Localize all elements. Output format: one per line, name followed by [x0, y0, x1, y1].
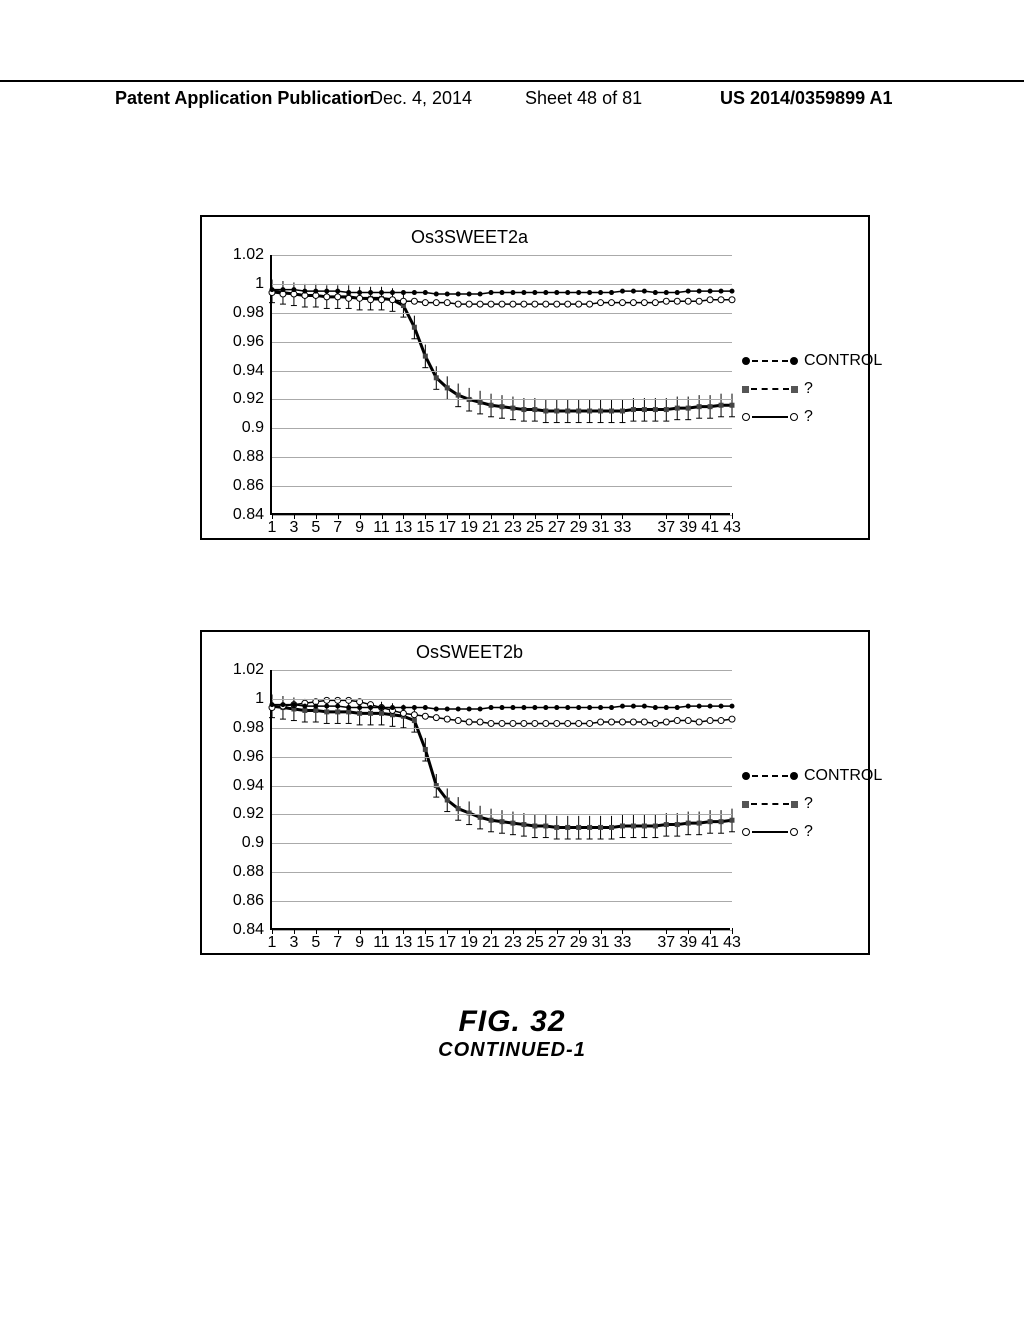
figure-number: FIG. 32 — [0, 1005, 1024, 1039]
legend-item: CONTROL — [742, 762, 882, 790]
header-pub-num: US 2014/0359899 A1 — [720, 88, 892, 109]
y-tick-label: 0.98 — [220, 719, 264, 737]
x-tick-label: 5 — [311, 934, 320, 952]
y-tick-label: 0.84 — [220, 921, 264, 939]
chart-panel: Os3SWEET2a 0.840.860.880.90.920.940.960.… — [200, 215, 870, 540]
legend-label: CONTROL — [804, 352, 882, 370]
x-tick-label: 17 — [438, 934, 456, 952]
legend-item: CONTROL — [742, 347, 882, 375]
legend-label: ? — [804, 408, 813, 426]
y-tick-label: 1.02 — [220, 246, 264, 264]
y-tick-label: 1 — [220, 690, 264, 708]
x-tick-label: 37 — [657, 519, 675, 537]
chart-title: OsSWEET2b — [202, 642, 737, 663]
x-tick-label: 39 — [679, 519, 697, 537]
header-sheet: Sheet 48 of 81 — [525, 88, 642, 109]
x-tick-label: 19 — [460, 934, 478, 952]
y-tick-label: 0.84 — [220, 506, 264, 524]
y-tick-label: 0.98 — [220, 304, 264, 322]
x-tick-label: 7 — [333, 519, 342, 537]
header-pub-type: Patent Application Publication — [115, 88, 374, 109]
x-tick-label: 41 — [701, 934, 719, 952]
x-tick-label: 7 — [333, 934, 342, 952]
y-tick-label: 1.02 — [220, 661, 264, 679]
x-tick-label: 43 — [723, 934, 741, 952]
y-tick-label: 0.96 — [220, 748, 264, 766]
x-tick-label: 27 — [548, 519, 566, 537]
y-tick-label: 0.94 — [220, 777, 264, 795]
x-tick-label: 39 — [679, 934, 697, 952]
y-tick-label: 0.9 — [220, 834, 264, 852]
chart-panel: OsSWEET2b 0.840.860.880.90.920.940.960.9… — [200, 630, 870, 955]
legend-label: ? — [804, 380, 813, 398]
x-tick-label: 9 — [355, 519, 364, 537]
x-tick-label: 9 — [355, 934, 364, 952]
page-header: Patent Application Publication Dec. 4, 2… — [0, 80, 1024, 88]
x-tick-label: 31 — [592, 934, 610, 952]
legend-label: ? — [804, 823, 813, 841]
y-tick-label: 0.86 — [220, 892, 264, 910]
x-tick-label: 33 — [614, 519, 632, 537]
x-tick-label: 25 — [526, 934, 544, 952]
x-tick-label: 41 — [701, 519, 719, 537]
x-tick-label: 43 — [723, 519, 741, 537]
chart-svg — [272, 255, 732, 515]
y-tick-label: 1 — [220, 275, 264, 293]
x-tick-label: 29 — [570, 934, 588, 952]
legend-item: ? — [742, 818, 882, 846]
x-tick-label: 11 — [373, 519, 390, 537]
chart-title: Os3SWEET2a — [202, 227, 737, 248]
x-tick-label: 5 — [311, 519, 320, 537]
y-tick-label: 0.96 — [220, 333, 264, 351]
x-tick-label: 23 — [504, 519, 522, 537]
x-tick-label: 13 — [395, 934, 413, 952]
y-tick-label: 0.92 — [220, 805, 264, 823]
chart-svg — [272, 670, 732, 930]
legend-item: ? — [742, 375, 882, 403]
x-tick-label: 25 — [526, 519, 544, 537]
x-tick-label: 17 — [438, 519, 456, 537]
header-date: Dec. 4, 2014 — [370, 88, 472, 109]
plot-area: 0.840.860.880.90.920.940.960.9811.021357… — [270, 670, 730, 930]
x-tick-label: 27 — [548, 934, 566, 952]
x-tick-label: 37 — [657, 934, 675, 952]
figure-sub: CONTINUED-1 — [0, 1039, 1024, 1062]
figure-caption: FIG. 32 CONTINUED-1 — [0, 1005, 1024, 1062]
x-tick-label: 33 — [614, 934, 632, 952]
y-tick-label: 0.88 — [220, 863, 264, 881]
x-tick-label: 21 — [482, 934, 500, 952]
legend: CONTROL ? ? — [742, 347, 882, 431]
plot-area: 0.840.860.880.90.920.940.960.9811.021357… — [270, 255, 730, 515]
x-tick-label: 21 — [482, 519, 500, 537]
legend-item: ? — [742, 403, 882, 431]
x-tick-label: 19 — [460, 519, 478, 537]
x-tick-label: 1 — [268, 934, 277, 952]
x-tick-label: 15 — [416, 934, 434, 952]
x-tick-label: 29 — [570, 519, 588, 537]
y-tick-label: 0.88 — [220, 448, 264, 466]
y-tick-label: 0.92 — [220, 390, 264, 408]
x-tick-label: 3 — [289, 519, 298, 537]
legend-item: ? — [742, 790, 882, 818]
x-tick-label: 11 — [373, 934, 390, 952]
y-tick-label: 0.94 — [220, 362, 264, 380]
x-tick-label: 13 — [395, 519, 413, 537]
legend: CONTROL ? ? — [742, 762, 882, 846]
x-tick-label: 1 — [268, 519, 277, 537]
legend-label: ? — [804, 795, 813, 813]
legend-label: CONTROL — [804, 767, 882, 785]
x-tick-label: 23 — [504, 934, 522, 952]
x-tick-label: 3 — [289, 934, 298, 952]
y-tick-label: 0.86 — [220, 477, 264, 495]
y-tick-label: 0.9 — [220, 419, 264, 437]
x-tick-label: 15 — [416, 519, 434, 537]
x-tick-label: 31 — [592, 519, 610, 537]
